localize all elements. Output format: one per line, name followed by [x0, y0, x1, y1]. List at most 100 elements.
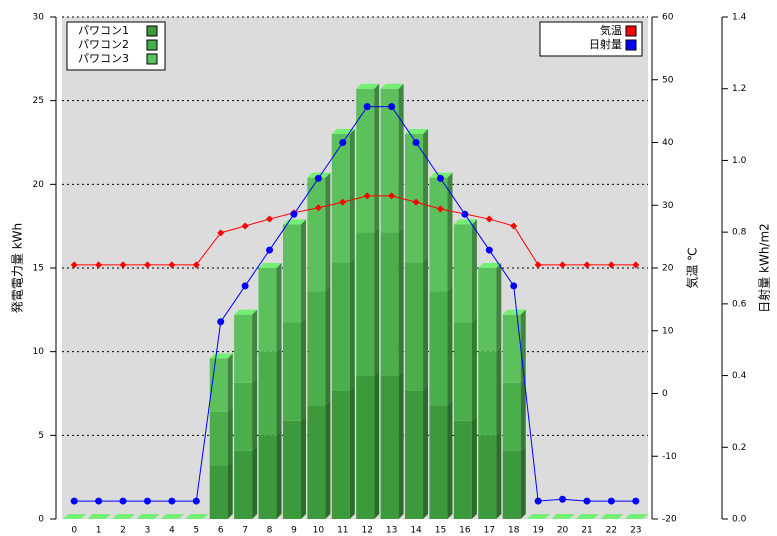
bar-segment: [478, 435, 497, 519]
marker: [412, 139, 420, 146]
y-tick-label: 30: [33, 13, 45, 23]
marker: [632, 261, 640, 269]
bar-side: [349, 128, 355, 263]
bar-side: [349, 385, 355, 519]
marker: [314, 174, 322, 182]
marker: [143, 261, 151, 269]
legend-label: 日射量: [589, 37, 622, 51]
bar-segment: [453, 420, 472, 519]
bar-top: [282, 219, 306, 225]
y-tick-label: 20: [33, 180, 45, 190]
marker: [339, 198, 347, 206]
y3-tick-label: 0.4: [732, 371, 747, 381]
x-tick-label: 1: [96, 526, 102, 536]
bar-segment: [502, 450, 521, 519]
bar-top: [112, 514, 136, 519]
bar-side: [471, 219, 477, 323]
marker: [510, 222, 518, 230]
y-tick-label: 15: [33, 264, 44, 274]
marker: [485, 215, 493, 223]
bar-side: [520, 309, 526, 383]
bar-top: [478, 263, 502, 268]
marker: [217, 318, 225, 326]
bar-top: [136, 514, 160, 519]
bar-side: [325, 172, 331, 292]
y2-tick-label: 40: [662, 138, 674, 148]
x-tick-label: 21: [581, 526, 592, 536]
bar-segment: [429, 291, 448, 406]
marker: [559, 261, 567, 269]
marker: [559, 495, 567, 503]
y2-tick-label: 20: [662, 264, 674, 274]
marker: [266, 246, 274, 254]
bar-side: [300, 219, 306, 323]
marker: [266, 215, 274, 223]
bar-segment: [429, 405, 448, 519]
y3-tick-label: 0.0: [732, 515, 747, 525]
bar-segment: [209, 465, 228, 519]
bar-segment: [258, 435, 277, 519]
bar-side: [227, 460, 233, 519]
bar-segment: [258, 351, 277, 436]
bar-segment: [331, 262, 350, 391]
bar-segment: [282, 322, 301, 421]
x-tick-label: 3: [145, 526, 151, 536]
marker: [339, 139, 347, 146]
bar-side: [423, 385, 429, 519]
bar-segment: [502, 382, 521, 451]
bar-top: [87, 514, 111, 519]
y2-tick-label: 30: [662, 201, 674, 211]
bar-top: [527, 514, 551, 519]
bar-segment: [453, 322, 472, 421]
bar-segment: [429, 177, 448, 292]
marker: [363, 103, 371, 111]
y3-tick-label: 1.4: [732, 13, 747, 23]
y2-axis-title: 気温 ℃: [685, 247, 700, 288]
legend-swatch: [625, 25, 637, 37]
bar-side: [300, 415, 306, 519]
x-tick-label: 17: [484, 526, 495, 536]
bar-segment: [331, 390, 350, 519]
bar-top: [356, 83, 380, 89]
bar-segment: [331, 133, 350, 263]
marker: [290, 210, 298, 218]
bar-side: [447, 286, 453, 406]
y2-tick-label: 50: [662, 75, 674, 85]
marker: [583, 261, 591, 269]
bar-side: [496, 346, 502, 436]
x-tick-label: 12: [361, 526, 372, 536]
x-tick-label: 9: [291, 526, 297, 536]
y2-tick-label: 0: [662, 389, 668, 399]
bar-top: [258, 263, 282, 268]
marker: [168, 497, 176, 505]
x-tick-label: 7: [242, 526, 248, 536]
bar-side: [496, 430, 502, 519]
bar-segment: [453, 224, 472, 323]
bar-side: [520, 377, 526, 451]
marker: [436, 174, 444, 182]
marker: [583, 497, 591, 505]
bar-side: [471, 317, 477, 421]
x-tick-label: 6: [218, 526, 224, 536]
marker: [95, 497, 103, 505]
bar-side: [349, 257, 355, 391]
line: [74, 106, 636, 502]
legend-label: パワコン2: [78, 38, 129, 51]
bar-segment: [234, 450, 253, 519]
x-tick-label: 5: [193, 526, 199, 536]
bar-segment: [258, 268, 277, 352]
bar-segment: [307, 177, 326, 292]
bar-side: [398, 227, 404, 376]
marker: [143, 497, 151, 505]
marker: [607, 261, 615, 269]
bar-segment: [234, 314, 253, 383]
bar-side: [374, 83, 380, 233]
bar-side: [227, 353, 233, 412]
y3-tick-label: 1.2: [732, 84, 746, 94]
bar-top: [185, 514, 209, 519]
bar-side: [227, 406, 233, 466]
y-axis-title: 発電電力量 kWh: [11, 223, 25, 313]
plot-area: [62, 17, 648, 519]
bar-segment: [307, 405, 326, 519]
bar-segment: [478, 351, 497, 436]
